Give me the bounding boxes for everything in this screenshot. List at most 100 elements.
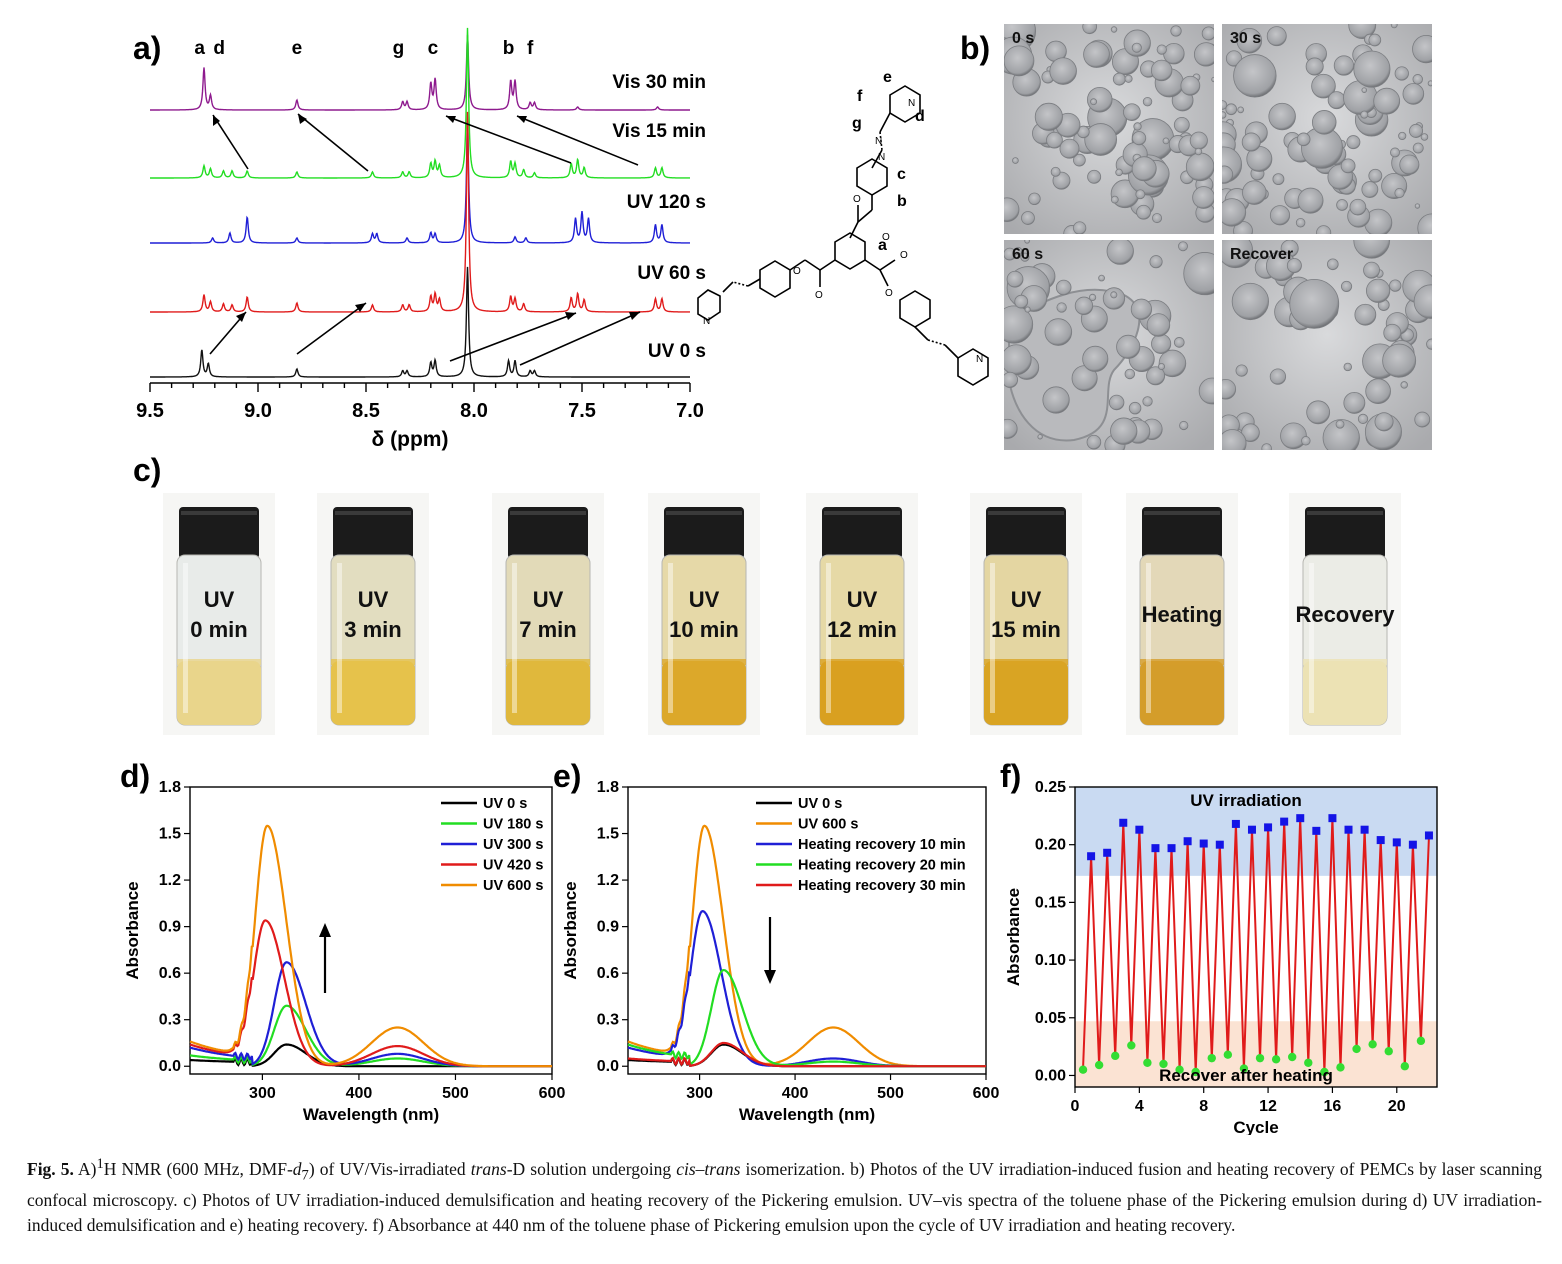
legend-label: UV 600 s [483,878,543,894]
svg-text:N: N [976,354,983,365]
mol-label-b: b [897,193,907,210]
uv-region [1075,787,1437,876]
y-tick-label: 1.2 [159,872,181,889]
panel-label-e: e) [553,758,582,794]
uv-point [1167,844,1176,853]
heat-point [1384,1047,1393,1056]
y-tick-label: 1.5 [159,826,181,843]
y-tick-label: 0.20 [1035,837,1066,854]
uv-point [1199,839,1208,848]
nmr-trace [150,266,690,378]
y-tick-label: 0.9 [597,919,619,936]
heat-point [1223,1050,1233,1059]
arrow-up-icon [319,923,331,937]
panel-label-a: a) [133,30,162,66]
heat-point [1094,1060,1104,1070]
heat-point [1368,1040,1377,1049]
vial-label-line1: Heating [1141,602,1223,627]
vial: UV 3 min [317,493,429,735]
nmr-trace-label: Vis 15 min [612,121,706,142]
mol-label-d: d [915,108,925,125]
cycle-chart-f: 0 4 8 12 16 20 0.00 0.05 0.10 0.15 0.20 0.25 Cycle Ab… [1004,779,1438,1135]
panel-label-f: f) [1000,758,1022,794]
uv-point [1328,814,1337,823]
nmr-peak-letter: d [213,38,225,59]
y-tick-label: 0.0 [159,1058,181,1075]
x-tick-label: 300 [686,1085,713,1102]
y-axis-label: Absorbance [125,881,142,979]
legend-label: UV 0 s [483,796,527,812]
legend-label: UV 420 s [483,858,543,874]
uv-vis-chart-d: 300 400 500 600 0.0 0.3 0.6 0.9 1.2 1.5 1.8 Wavelen… [125,779,565,1124]
uv-point [1360,825,1369,834]
panel-label-d: d) [120,758,151,794]
vial-label-line2: 7 min [519,617,577,642]
heat-point [1320,1067,1329,1077]
x-axis-label: Cycle [1233,1118,1278,1135]
y-tick-label: 0.6 [597,965,619,982]
caption-italic: trans [470,1158,507,1179]
region-label-uv: UV irradiation [1190,791,1301,810]
uv-point [1151,844,1160,853]
heat-point [1352,1044,1361,1054]
svg-text:N: N [703,316,710,327]
x-axis-label: Wavelength (nm) [303,1105,439,1124]
series-line [189,824,552,1068]
x-tick-label: 500 [442,1085,469,1102]
caption-sup: 1 [96,1156,104,1172]
nmr-trace [150,27,690,179]
micro-image-60s: 60 s [1004,240,1214,450]
heat-point [1255,1053,1265,1063]
uv-point [1408,840,1417,849]
caption-sub: 7 [301,1167,309,1184]
vial-label-line2: 10 min [669,617,739,642]
vial-label-line2: 0 min [190,617,248,642]
nmr-peak-letter: g [393,38,405,59]
y-tick-label: 0.05 [1035,1010,1066,1027]
svg-text:O: O [853,194,861,205]
heat-point [1207,1053,1216,1063]
x-tick-label: 400 [782,1085,809,1102]
svg-text:O: O [900,250,908,261]
vial-label-line1: UV [357,587,389,612]
caption-part: ) of UV/Vis-irradiated [308,1158,471,1179]
x-tick-label: 12 [1259,1098,1277,1115]
uv-point [1344,825,1353,834]
vial-label-line1: Recovery [1295,602,1395,627]
vial-label-line1: UV [203,587,235,612]
y-tick-label: 1.5 [597,826,619,843]
heat-point [1288,1052,1297,1062]
nmr-x-tick: 8.0 [460,400,488,422]
x-tick-label: 500 [877,1085,904,1102]
nmr-x-tick: 8.5 [352,400,380,422]
arrow-down-icon [764,970,776,984]
x-tick-label: 400 [346,1085,373,1102]
region-label-heat: Recover after heating [1159,1066,1333,1085]
uv-point [1119,818,1128,827]
uv-point [1424,831,1433,840]
vial-label-line2: 15 min [991,617,1061,642]
svg-text:O: O [815,290,823,301]
x-tick-label: 300 [249,1085,276,1102]
legend-label: Heating recovery 10 min [798,837,966,853]
panel-label-b: b) [960,30,991,66]
micro-label: 60 s [1012,246,1044,263]
uv-point [1312,826,1321,835]
nmr-trace-label: UV 120 s [627,192,706,213]
caption-italic: cis–trans [676,1158,741,1179]
vial: UV 12 min [806,493,918,735]
caption-italic: d [292,1158,302,1179]
uv-vis-chart-e: 300 400 500 600 0.0 0.3 0.6 0.9 1.2 1.5 1.8 Wavelen… [562,779,999,1124]
y-tick-label: 0.3 [159,1012,181,1029]
vial: UV 0 min [163,493,275,735]
mol-label-a: a [878,237,887,254]
legend-label: Heating recovery 20 min [798,858,966,874]
svg-text:N: N [908,98,915,109]
nmr-peak-letter: a [194,38,205,59]
vial: UV 15 min [970,493,1082,735]
caption-part: A) [78,1158,97,1179]
heat-point [1127,1041,1136,1050]
molecule-structure: O O O O O O N N N N N e f d g c b a [697,69,989,386]
vial: UV 7 min [492,493,604,735]
